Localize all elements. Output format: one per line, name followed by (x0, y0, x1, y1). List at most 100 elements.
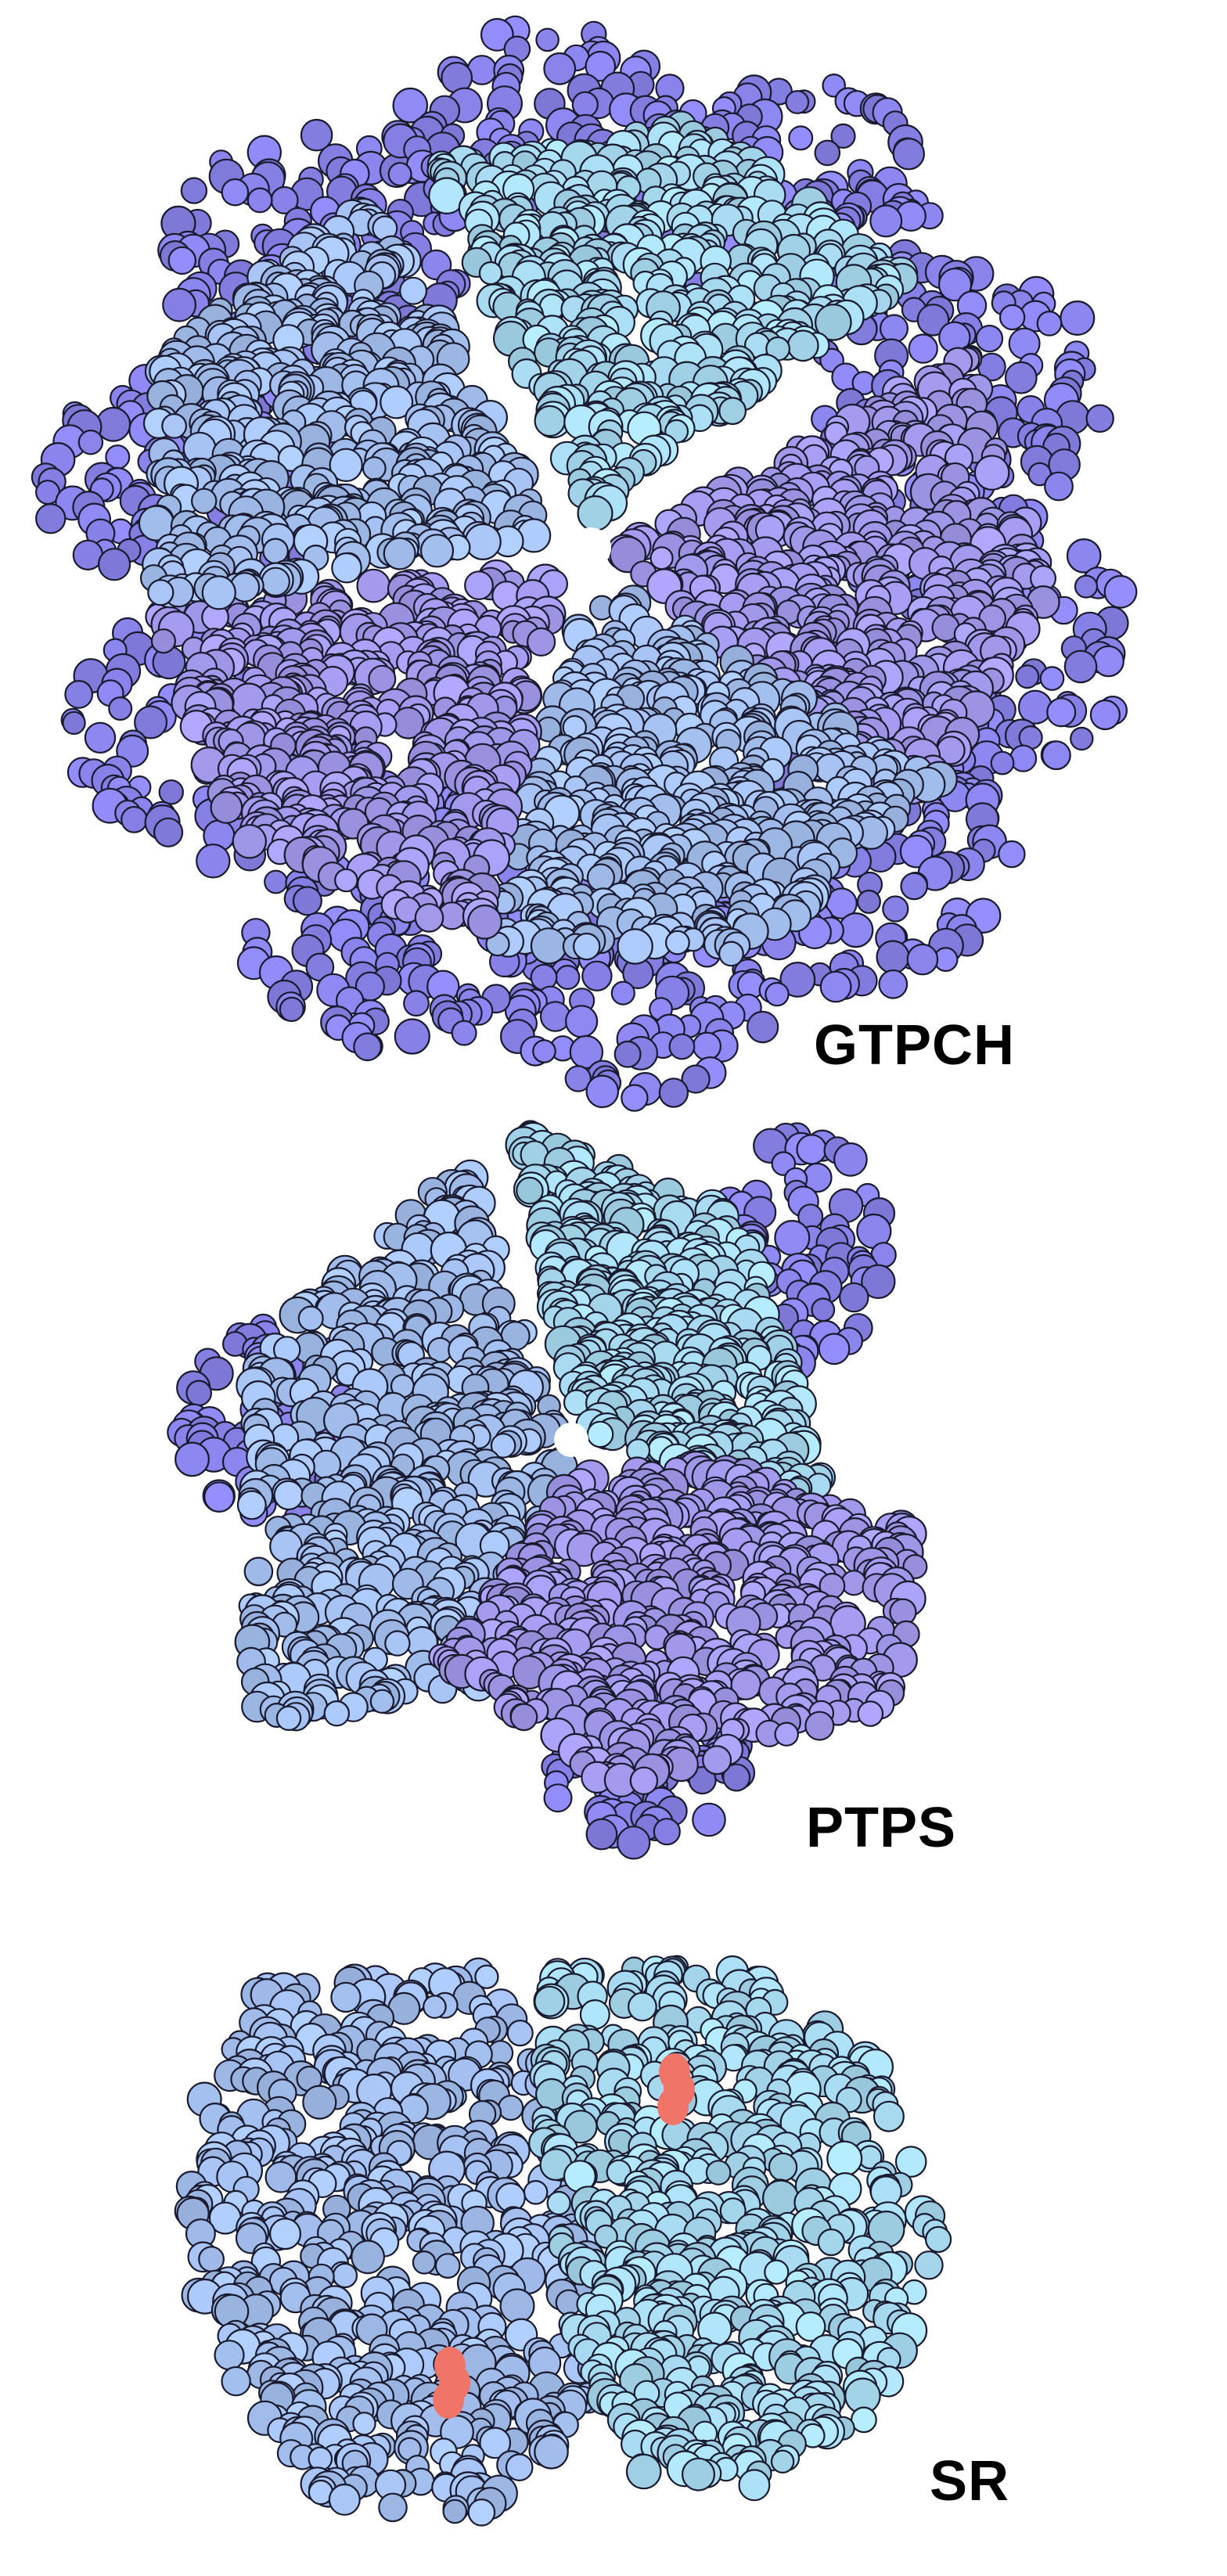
atom (818, 1333, 851, 1365)
structure-panel-gtpch: GTPCH (0, 0, 1227, 1142)
atom (833, 1142, 868, 1177)
atom (383, 537, 416, 570)
atom (839, 1282, 869, 1313)
atom (180, 177, 208, 204)
atom (908, 333, 938, 364)
atom (564, 1005, 599, 1038)
atom (785, 90, 810, 114)
atom (916, 304, 950, 336)
atom (1060, 300, 1096, 336)
atom (610, 980, 635, 1006)
atom (814, 139, 841, 167)
atom (1089, 699, 1121, 731)
atom (1017, 689, 1053, 725)
atom (121, 805, 148, 833)
atom (830, 123, 856, 149)
atom (811, 1297, 836, 1322)
atom (273, 1480, 304, 1511)
atom (236, 1490, 267, 1520)
atom (392, 87, 429, 124)
atom (201, 575, 236, 610)
atom (555, 964, 581, 990)
atom (586, 1420, 614, 1448)
atom (264, 869, 288, 894)
atom (796, 1134, 827, 1165)
atom (614, 1040, 642, 1068)
atom (419, 534, 455, 568)
atom (356, 568, 391, 603)
atom (746, 1010, 779, 1044)
atom (153, 817, 184, 847)
atom (84, 721, 117, 754)
atom (617, 1826, 651, 1860)
atom (394, 1018, 430, 1055)
atom (161, 413, 188, 439)
atom (1046, 697, 1077, 728)
structure-panel-ptps: PTPS (0, 1096, 1227, 1909)
atom (786, 329, 819, 362)
ptps-molecule-image (167, 1120, 928, 1860)
atom (975, 325, 1004, 353)
atom (279, 996, 304, 1023)
atom (98, 548, 131, 581)
atom (692, 1031, 722, 1061)
atom (973, 455, 1010, 491)
atom (564, 1065, 592, 1092)
atom (451, 1020, 477, 1046)
atom (64, 680, 94, 709)
atom (539, 1001, 571, 1032)
atom (221, 178, 250, 207)
atom (692, 1802, 726, 1837)
atom (585, 1818, 618, 1851)
atom (353, 1032, 383, 1062)
atom (196, 844, 231, 879)
atom (1039, 666, 1065, 691)
atom (399, 276, 428, 305)
atom (480, 18, 514, 52)
atom (1036, 311, 1063, 336)
atom (937, 268, 973, 302)
atom (585, 1074, 620, 1109)
atom (779, 961, 816, 998)
atom (718, 941, 744, 967)
atom (899, 834, 934, 869)
gtpch-molecule-image (31, 15, 1138, 1112)
atom (856, 889, 881, 914)
atom (147, 579, 175, 606)
atom (892, 137, 926, 171)
atom (203, 1481, 236, 1513)
atom (526, 627, 556, 657)
atom (658, 1078, 689, 1108)
atom (1074, 574, 1099, 599)
atom (185, 1380, 212, 1407)
atom (819, 970, 852, 1003)
atom (210, 791, 243, 824)
atom (134, 705, 168, 739)
atom (464, 570, 494, 600)
atom (262, 538, 289, 565)
gtpch-central-pore (570, 527, 611, 568)
atom (879, 314, 909, 344)
atom (543, 1783, 573, 1813)
atom (617, 928, 653, 965)
atom (403, 990, 430, 1017)
atom (653, 1818, 681, 1846)
atom (1103, 574, 1138, 609)
atom (414, 903, 444, 933)
atom (77, 430, 104, 455)
atom (718, 397, 747, 426)
atom (681, 1064, 711, 1094)
atom (774, 1220, 811, 1257)
atom (876, 940, 910, 974)
atom (191, 487, 218, 515)
atom (1063, 649, 1098, 684)
atom (300, 118, 333, 152)
atom (334, 868, 358, 893)
atom (906, 943, 939, 976)
atom (158, 779, 184, 805)
atom (1041, 740, 1071, 771)
atom (243, 1556, 274, 1587)
atom (108, 696, 133, 721)
atom (464, 523, 502, 561)
atom (621, 1084, 649, 1112)
